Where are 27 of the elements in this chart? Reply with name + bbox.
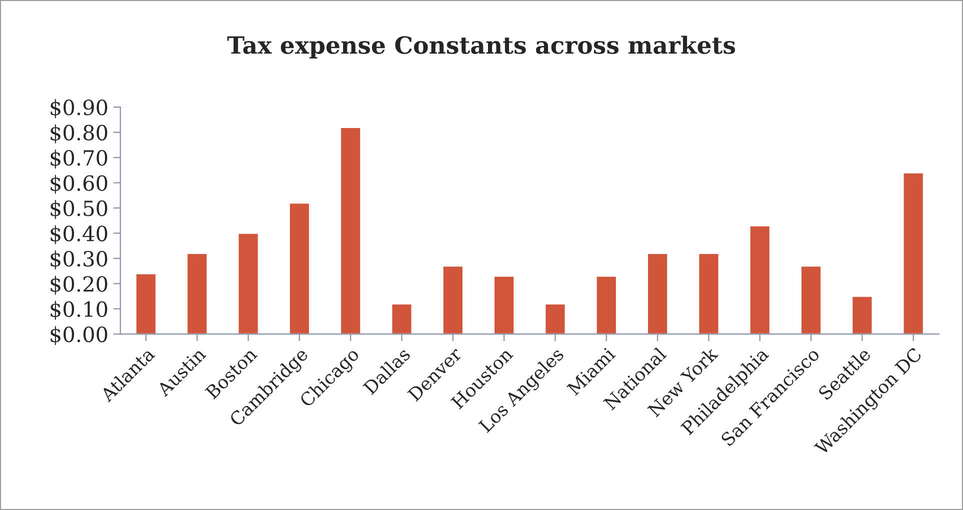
y-tick-label: $0.10 (50, 300, 108, 320)
bar (135, 272, 157, 334)
bar (902, 172, 924, 334)
y-tick-label: $0.60 (50, 174, 108, 194)
y-tick-label: $0.50 (50, 200, 108, 219)
bar (288, 202, 310, 334)
bar (646, 252, 668, 334)
y-tick-label: $0.00 (50, 326, 108, 346)
y-tick-label: $0.30 (50, 250, 108, 270)
y-tick-label: $0.40 (50, 225, 108, 244)
y-tick-label: $0.80 (50, 124, 108, 144)
bar (851, 296, 874, 334)
bar (595, 275, 618, 334)
bar (698, 252, 720, 334)
y-tick-label: $0.20 (50, 276, 108, 295)
bar (748, 224, 771, 334)
bar (186, 252, 208, 334)
bar (340, 126, 362, 334)
y-tick-label: $0.70 (50, 150, 108, 169)
bar (800, 265, 822, 334)
bar (442, 265, 464, 334)
y-tick-label: $0.90 (50, 99, 108, 118)
chart-title: Tax expense Constants across markets (227, 36, 736, 59)
bar (390, 303, 413, 334)
bar (237, 232, 260, 334)
bar (493, 275, 515, 334)
bar (544, 303, 566, 334)
